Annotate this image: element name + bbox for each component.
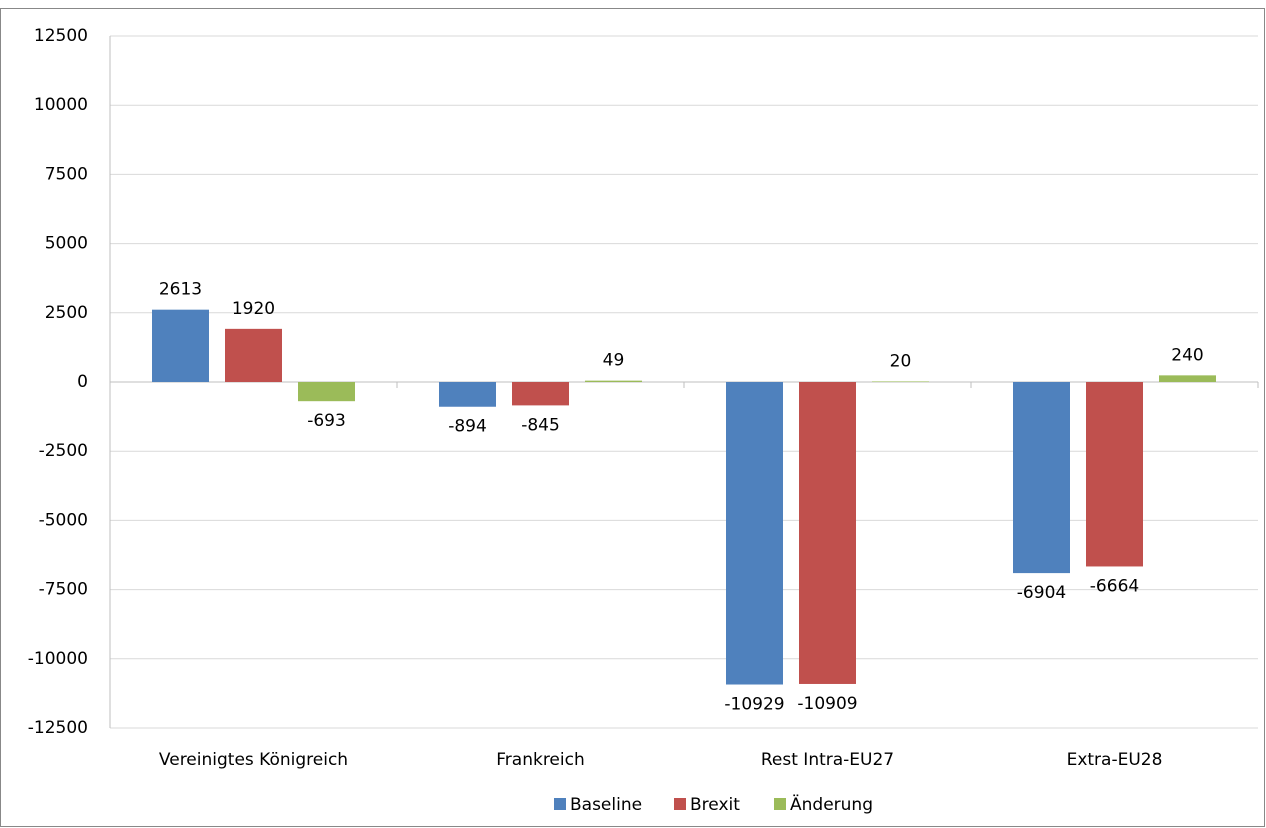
y-tick-label: 7500 — [45, 164, 88, 184]
y-tick-label: 5000 — [45, 234, 88, 254]
data-label: 2613 — [159, 280, 202, 300]
y-tick-label: -10000 — [28, 649, 88, 669]
legend-label: Baseline — [570, 795, 642, 815]
data-label: 20 — [890, 351, 912, 371]
bar — [225, 328, 282, 382]
x-tick-label: Vereinigtes Königreich — [159, 750, 348, 770]
legend-label: Änderung — [790, 794, 873, 815]
data-label: -6904 — [1017, 583, 1066, 603]
data-label: -10909 — [797, 694, 857, 714]
data-label: -693 — [307, 411, 346, 431]
y-tick-label: 12500 — [34, 26, 88, 46]
x-tick-label: Rest Intra-EU27 — [761, 750, 894, 770]
data-label: -894 — [448, 417, 487, 437]
bar — [439, 382, 496, 407]
bar — [726, 382, 783, 685]
legend-swatch — [554, 798, 566, 810]
legend-label: Brexit — [690, 795, 740, 815]
x-tick-label: Extra-EU28 — [1067, 750, 1163, 770]
y-tick-label: -5000 — [39, 510, 88, 530]
bar — [1086, 382, 1143, 567]
data-label: 240 — [1171, 345, 1203, 365]
bar — [152, 309, 209, 382]
bar — [585, 380, 642, 382]
legend-swatch — [674, 798, 686, 810]
bar — [799, 382, 856, 684]
y-tick-label: -7500 — [39, 580, 88, 600]
legend-swatch — [774, 798, 786, 810]
x-tick-label: Frankreich — [496, 750, 585, 770]
bar — [1159, 375, 1216, 382]
y-tick-label: 2500 — [45, 303, 88, 323]
y-tick-label: -2500 — [39, 441, 88, 461]
bar — [1013, 382, 1070, 574]
chart-border — [0, 8, 1265, 827]
bar — [872, 381, 929, 382]
y-tick-label: 10000 — [34, 95, 88, 115]
data-label: -10929 — [724, 695, 784, 715]
data-label: -845 — [521, 415, 560, 435]
data-label: -6664 — [1090, 576, 1139, 596]
data-label: 49 — [603, 351, 625, 371]
bar — [512, 382, 569, 406]
y-tick-label: -12500 — [28, 718, 88, 738]
y-tick-label: 0 — [77, 372, 88, 392]
bar — [298, 382, 355, 402]
data-label: 1920 — [232, 299, 275, 319]
